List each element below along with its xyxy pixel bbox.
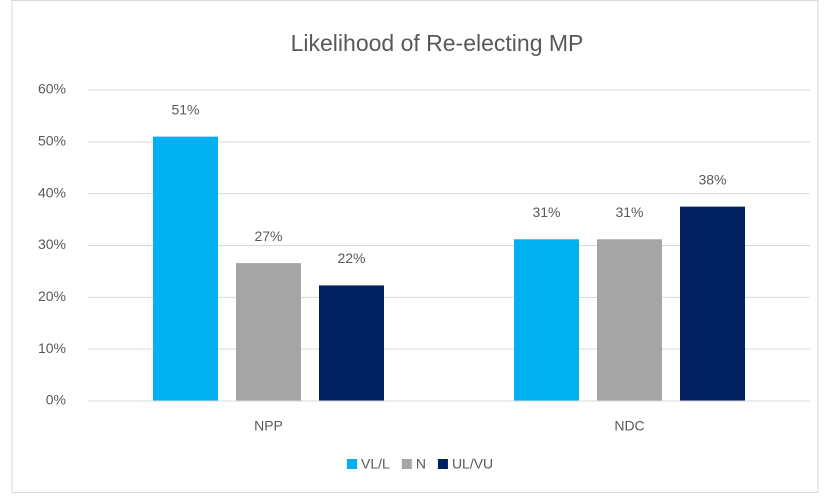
x-tick-label: NDC: [614, 418, 644, 434]
legend-swatch: [401, 459, 412, 469]
legend-label: UL/VU: [452, 456, 493, 472]
bar: [514, 239, 579, 401]
y-tick-label: 60%: [38, 81, 66, 97]
y-tick-label: 0%: [46, 392, 66, 408]
y-tick-label: 30%: [38, 236, 66, 252]
bar: [680, 206, 745, 401]
legend-swatch: [437, 459, 448, 469]
y-tick-label: 10%: [38, 340, 66, 356]
y-tick-label: 20%: [38, 288, 66, 304]
bar: [597, 239, 662, 401]
bar: [319, 285, 384, 401]
data-label: 31%: [615, 204, 643, 220]
bar: [236, 263, 301, 401]
legend-label: N: [416, 456, 426, 472]
legend-label: VL/L: [361, 456, 390, 472]
data-label: 27%: [254, 228, 282, 244]
x-tick-label: NPP: [254, 418, 283, 434]
data-label: 31%: [532, 204, 560, 220]
legend-swatch: [347, 459, 357, 469]
data-label: 22%: [337, 250, 365, 266]
bar: [153, 136, 218, 401]
y-tick-label: 40%: [38, 184, 66, 200]
y-tick-label: 50%: [38, 133, 66, 149]
data-label: 51%: [171, 101, 199, 117]
chart-title: Likelihood of Re-electing MP: [291, 30, 584, 56]
data-label: 38%: [698, 171, 726, 187]
